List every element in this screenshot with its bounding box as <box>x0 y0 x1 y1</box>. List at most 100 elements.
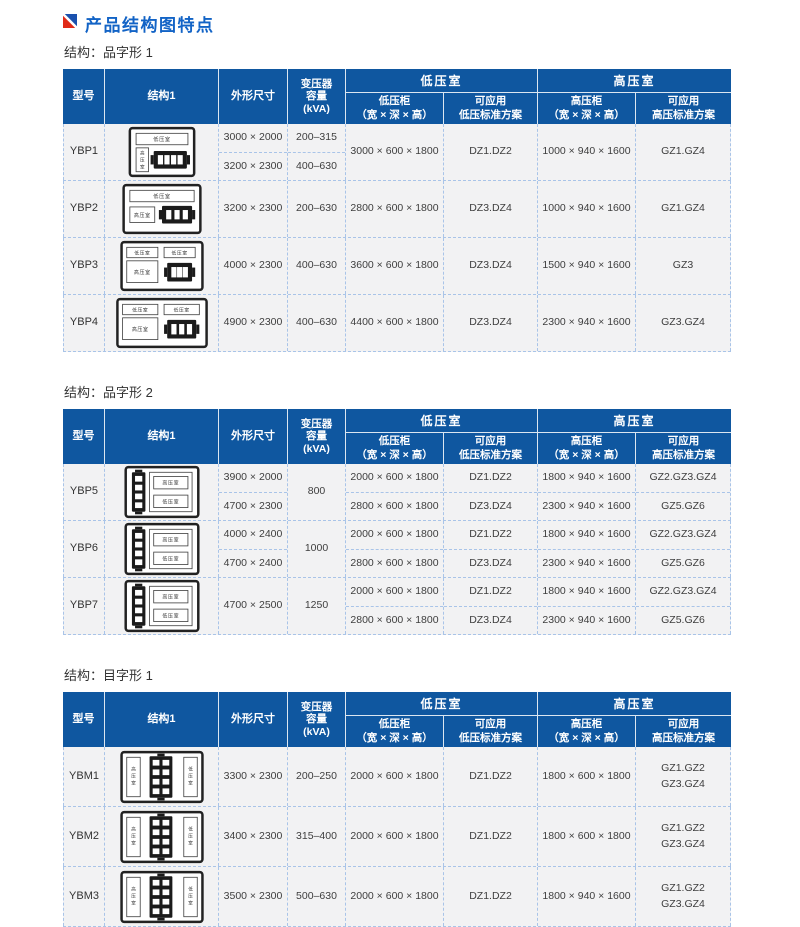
lv-scheme-cell: DZ1.DZ2 <box>444 747 538 806</box>
structure-diagram: 低压室 高压室 <box>105 124 219 180</box>
lv-scheme-cell: DZ1.DZ2 <box>444 124 538 180</box>
hv-cabinet-cell: 2300 × 940 × 1600 <box>538 295 636 351</box>
hv-cabinet-cell: 1800 × 600 × 1800 <box>538 807 636 866</box>
sub-value: 1800 × 940 × 1600 <box>542 471 631 484</box>
structure-diagram: 高压室 低压室 <box>105 747 219 806</box>
sub-value: 3200 × 2300 <box>219 151 287 181</box>
table-row: YBP6 高压室 低压室 4000 × 2400 4700 × 2400 1000 2000… <box>63 521 731 578</box>
sub-value: GZ5.GZ6 <box>636 548 730 578</box>
sub-value: 2800 × 600 × 1800 <box>346 548 443 578</box>
svg-text:低压室: 低压室 <box>162 612 179 619</box>
hv-subheader-row: 高压柜 （宽 × 深 × 高） 可应用 高压标准方案 <box>538 433 731 464</box>
svg-text:高压室: 高压室 <box>131 825 136 845</box>
table-row: YBP2 低压室 高压室 3200 × 2300 200–630 2800 × 600 ×… <box>63 181 731 238</box>
capacity-cell: 800 <box>288 464 346 520</box>
lv-scheme-cell: DZ1.DZ2 <box>444 867 538 926</box>
structure-diagram: 高压室 低压室 <box>105 521 219 577</box>
hv-scheme-cell: GZ1.GZ2 GZ3.GZ4 <box>636 807 731 866</box>
table-header: 型号 结构1 外形尺寸 变压器 容量 (kVA) 低压室 低压柜 （宽 × 深 × 高）可… <box>63 409 731 464</box>
model-cell: YBP6 <box>63 521 105 577</box>
spec-section-2: 结构：品字形 2 型号 结构1 外形尺寸 变压器 容量 (kVA) 低压室 低压柜 （宽 ×… <box>63 382 731 635</box>
page-header: 产品结构图特点 <box>63 10 731 36</box>
structure-diagram: 高压室 低压室 <box>105 578 219 634</box>
sub-value: DZ1.DZ2 <box>469 585 512 598</box>
col-header-hv-room: 高压室 <box>538 692 731 716</box>
lv-cabinet-cell: 2000 × 600 × 1800 <box>346 807 444 866</box>
model-cell: YBP3 <box>63 238 105 294</box>
lv-cabinet-cell: 3600 × 600 × 1800 <box>346 238 444 294</box>
col-header-lv-room: 低压室 <box>346 409 538 433</box>
col-header-hv-cabinet: 高压柜 （宽 × 深 × 高） <box>538 433 636 464</box>
sub-value: 1800 × 940 × 1600 <box>542 528 631 541</box>
section-label: 结构：品字形 1 <box>64 45 153 60</box>
structure-diagram: 高压室 低压室 <box>105 867 219 926</box>
page-title: 产品结构图特点 <box>85 15 215 35</box>
hv-scheme-cell: GZ2.GZ3.GZ4 GZ5.GZ6 <box>636 578 731 634</box>
capacity-cell: 1250 <box>288 578 346 634</box>
sub-value: 1800 × 940 × 1600 <box>542 585 631 598</box>
sub-value: GZ5.GZ6 <box>636 491 730 521</box>
col-header-lv-scheme: 可应用 低压标准方案 <box>444 716 538 747</box>
svg-text:高压室: 高压室 <box>162 537 179 544</box>
lv-room-group: 低压室 低压柜 （宽 × 深 × 高） 可应用 低压标准方案 <box>346 409 538 464</box>
col-header-lv-scheme: 可应用 低压标准方案 <box>444 433 538 464</box>
lv-room-group: 低压室 低压柜 （宽 × 深 × 高） 可应用 低压标准方案 <box>346 69 538 124</box>
dimensions-cell: 3500 × 2300 <box>219 867 288 926</box>
table-row: YBP1 低压室 高压室 3000 × 2000 3200 × 2300 200–315 4… <box>63 124 731 181</box>
svg-text:高压室: 高压室 <box>133 212 150 219</box>
svg-text:低压室: 低压室 <box>153 192 170 200</box>
sub-value: 2000 × 600 × 1800 <box>350 528 439 541</box>
lv-cabinet-cell: 3000 × 600 × 1800 <box>346 124 444 180</box>
svg-text:高压室: 高压室 <box>162 594 179 601</box>
hv-cabinet-cell: 1000 × 940 × 1600 <box>538 124 636 180</box>
lv-cabinet-cell: 2000 × 600 × 1800 2800 × 600 × 1800 <box>346 464 444 520</box>
lv-scheme-cell: DZ3.DZ4 <box>444 181 538 237</box>
dimensions-cell: 3400 × 2300 <box>219 807 288 866</box>
col-header-lv-room: 低压室 <box>346 692 538 716</box>
table-row: YBP7 高压室 低压室 4700 × 2500 1250 2000 × 600 × 18… <box>63 578 731 635</box>
spec-table: 型号 结构1 外形尺寸 变压器 容量 (kVA) 低压室 低压柜 （宽 × 深 × 高）可… <box>63 409 731 635</box>
sub-value: DZ3.DZ4 <box>444 605 537 635</box>
col-header-model: 型号 <box>63 409 105 464</box>
hv-scheme-cell: GZ3 <box>636 238 731 294</box>
sub-value: 3900 × 2000 <box>223 471 283 484</box>
hv-scheme-cell: GZ2.GZ3.GZ4 GZ5.GZ6 <box>636 464 731 520</box>
svg-text:高压室: 高压室 <box>131 765 136 785</box>
hv-subheader-row: 高压柜 （宽 × 深 × 高） 可应用 高压标准方案 <box>538 93 731 124</box>
col-header-lv-cabinet: 低压柜 （宽 × 深 × 高） <box>346 433 444 464</box>
sub-value: 2300 × 940 × 1600 <box>538 491 635 521</box>
lv-subheader-row: 低压柜 （宽 × 深 × 高） 可应用 低压标准方案 <box>346 433 538 464</box>
dimensions-cell: 3300 × 2300 <box>219 747 288 806</box>
lv-scheme-cell: DZ3.DZ4 <box>444 295 538 351</box>
sub-value: 3000 × 2000 <box>223 131 283 144</box>
col-header-capacity: 变压器 容量 (kVA) <box>288 409 346 464</box>
lv-cabinet-cell: 2000 × 600 × 1800 <box>346 867 444 926</box>
model-cell: YBP5 <box>63 464 105 520</box>
hv-room-group: 高压室 高压柜 （宽 × 深 × 高） 可应用 高压标准方案 <box>538 692 731 747</box>
sub-value: 2800 × 600 × 1800 <box>346 491 443 521</box>
spec-table: 型号 结构1 外形尺寸 变压器 容量 (kVA) 低压室 低压柜 （宽 × 深 × 高）可… <box>63 692 731 927</box>
model-cell: YBP7 <box>63 578 105 634</box>
svg-text:低压室: 低压室 <box>188 885 193 905</box>
dimensions-cell: 3900 × 2000 4700 × 2300 <box>219 464 288 520</box>
col-header-lv-cabinet: 低压柜 （宽 × 深 × 高） <box>346 716 444 747</box>
sub-value: 4700 × 2400 <box>219 548 287 578</box>
hv-scheme-cell: GZ1.GZ2 GZ3.GZ4 <box>636 867 731 926</box>
sub-value: 2800 × 600 × 1800 <box>346 605 443 635</box>
hv-cabinet-cell: 1500 × 940 × 1600 <box>538 238 636 294</box>
lv-scheme-cell: DZ1.DZ2 DZ3.DZ4 <box>444 464 538 520</box>
spec-table: 型号 结构1 外形尺寸 变压器 容量 (kVA) 低压室 低压柜 （宽 × 深 × 高）可… <box>63 69 731 352</box>
capacity-cell: 200–250 <box>288 747 346 806</box>
svg-text:低压室: 低压室 <box>173 307 189 314</box>
col-header-model: 型号 <box>63 69 105 124</box>
sub-value: 2300 × 940 × 1600 <box>538 548 635 578</box>
svg-text:高压室: 高压室 <box>131 326 148 333</box>
svg-text:低压室: 低压室 <box>162 498 179 505</box>
lv-cabinet-cell: 2000 × 600 × 1800 2800 × 600 × 1800 <box>346 578 444 634</box>
model-cell: YBP1 <box>63 124 105 180</box>
structure-diagram: 低压室高压室 <box>105 181 219 237</box>
col-header-capacity: 变压器 容量 (kVA) <box>288 692 346 747</box>
section-label: 结构：目字形 1 <box>64 668 153 683</box>
lv-scheme-cell: DZ3.DZ4 <box>444 238 538 294</box>
